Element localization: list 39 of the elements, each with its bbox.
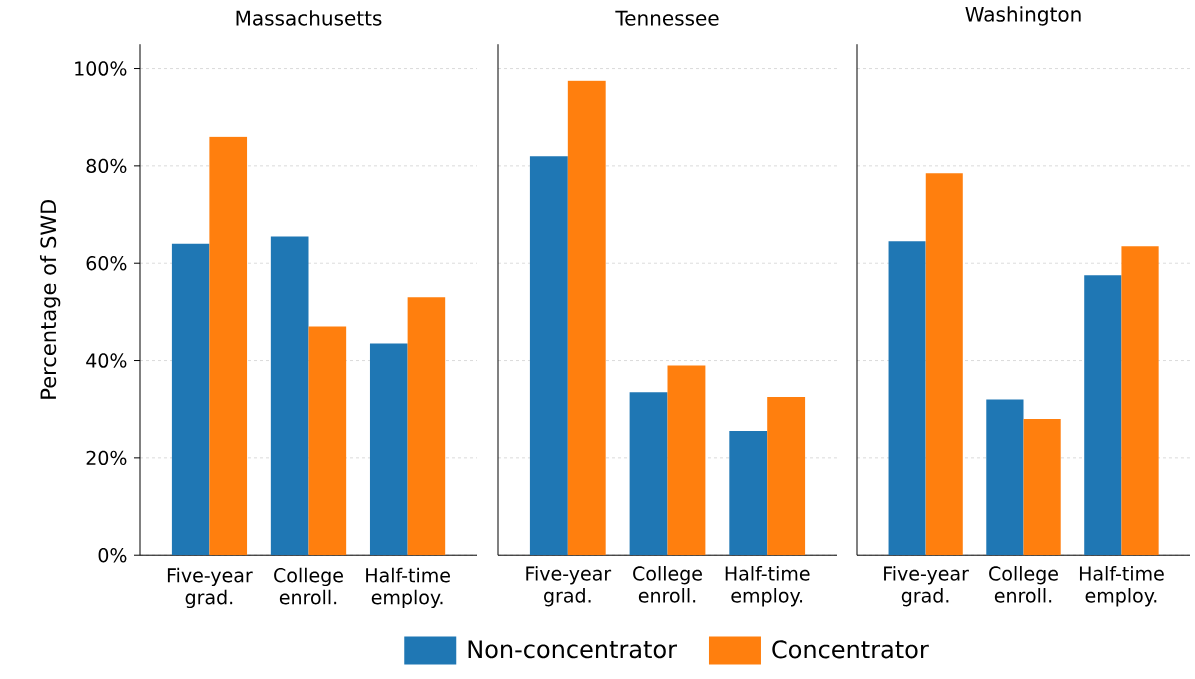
x-tick-label: Half-time employ. [725, 565, 810, 607]
x-tick-label: College enroll. [989, 565, 1058, 603]
bar [308, 326, 347, 556]
bar [629, 392, 668, 556]
y-tick-label: 60% [86, 255, 127, 271]
bar [1084, 275, 1122, 556]
bar [667, 365, 706, 556]
y-tick-label: 100% [75, 61, 127, 76]
bar [767, 396, 806, 556]
legend-label: Concentrator [772, 640, 929, 659]
x-tick-label: Five-year grad. [884, 565, 969, 607]
bar [369, 343, 408, 556]
x-tick-label: College enroll. [274, 567, 343, 605]
bar [567, 80, 606, 556]
x-tick-label: Five-year grad. [167, 567, 253, 609]
bar [1023, 418, 1061, 556]
y-tick-label: 80% [86, 158, 127, 173]
bar [1121, 246, 1159, 556]
bar [209, 136, 248, 556]
y-tick-label: 0% [98, 547, 127, 563]
x-tick-label: College enroll. [633, 565, 702, 603]
y-axis-title: Percentage of SWD [39, 199, 61, 399]
bar [888, 241, 926, 556]
bar [171, 243, 210, 556]
bar [529, 156, 568, 556]
y-tick-label: 20% [86, 450, 127, 465]
x-tick-label: Half-time employ. [366, 567, 450, 609]
x-tick-label: Five-year grad. [526, 565, 612, 607]
chart-title: Massachusetts [236, 10, 382, 26]
bar [729, 431, 768, 556]
bar [925, 173, 963, 556]
bar [986, 399, 1024, 556]
bar [270, 236, 309, 556]
y-tick-label: 40% [86, 353, 127, 368]
chart-title: Tennessee [615, 10, 719, 26]
bar [407, 297, 446, 556]
chart-title: Washington [965, 6, 1081, 26]
x-tick-label: Half-time employ. [1079, 565, 1164, 607]
legend-label: Non-concentrator [468, 640, 677, 659]
